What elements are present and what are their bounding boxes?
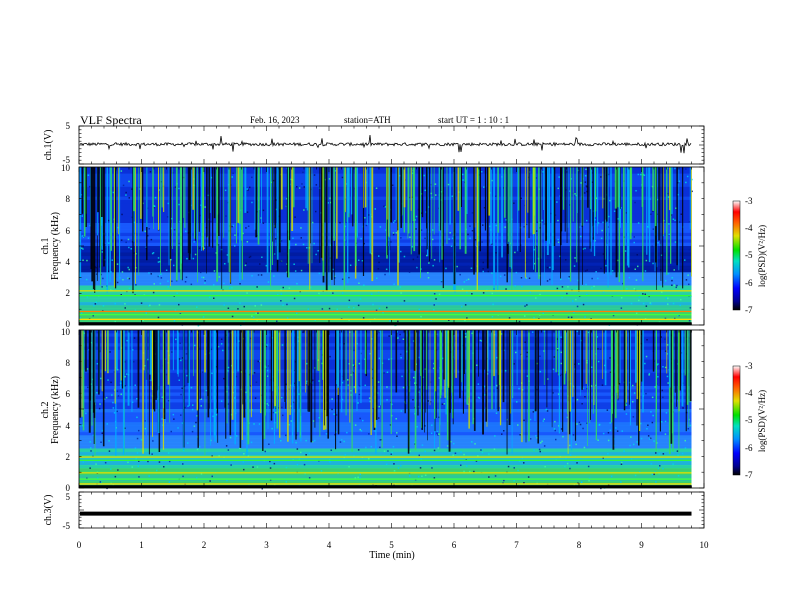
time-tick-label: 10 [700, 540, 710, 550]
ch2-freq-tick-0: 0 [66, 483, 71, 493]
ch2-freq-tick-4: 4 [66, 421, 71, 431]
ch1-colorbar-tick-m4: -4 [745, 223, 753, 233]
time-tick-label: 7 [514, 540, 519, 550]
ch2-freq-tick-8: 8 [66, 358, 71, 368]
ch2-channel-label: ch.2 [40, 402, 51, 419]
ch1-spectrogram-ticks [78, 166, 705, 326]
time-tick-label: 5 [389, 540, 394, 550]
ch1-spectrogram-image [79, 167, 693, 327]
ch1-waveform-ticks [78, 125, 705, 165]
ch1-colorbar-tick-m7: -7 [745, 305, 753, 315]
ch1-freq-tick-2: 2 [66, 288, 71, 298]
ch1-waveform-panel: 5 -5 ch.1(V) [43, 121, 705, 165]
ch1-ytick-top: 5 [66, 121, 71, 131]
ch2-colorbar-tick-m6: -6 [745, 443, 753, 453]
ch2-frequency-label: Frequency (kHz) [50, 376, 61, 444]
ch1-spectrogram-panel: 10 8 6 4 2 0 ch.1 Frequency (kHz) [40, 163, 705, 329]
ch2-colorbar-scale [732, 365, 741, 476]
ch3-ylabel: ch.3(V) [43, 495, 54, 526]
figure-title: VLF Spectra [80, 113, 142, 127]
ch2-colorbar-tick-m3: -3 [745, 361, 753, 371]
time-tick-label: 4 [327, 540, 332, 550]
ch3-waveform-ticks [78, 491, 705, 529]
ch1-colorbar-scale [732, 200, 741, 311]
ch2-spectrogram-panel: 10 8 6 4 2 0 ch.2 Frequency (kHz) [40, 327, 705, 493]
ch1-colorbar: -3 -4 -5 -6 -7 log(PSD)(V²/Hz) [732, 196, 767, 315]
date-label: Feb. 16, 2023 [250, 115, 300, 125]
time-axis-label: Time (min) [369, 550, 414, 561]
ch1-ytick-bottom: -5 [63, 155, 71, 165]
ch1-freq-tick-6: 6 [66, 226, 71, 236]
time-tick-labels: 0 1 2 3 4 5 6 7 8 9 10 [77, 540, 709, 550]
ch3-waveform-frame [78, 491, 705, 529]
ch3-ytick-bottom: -5 [63, 521, 71, 531]
time-tick-label: 9 [639, 540, 644, 550]
start-time-label: start UT = 1 : 10 : 1 [438, 115, 509, 125]
ch1-colorbar-tick-m3: -3 [745, 196, 753, 206]
ch2-colorbar-tick-m4: -4 [745, 388, 753, 398]
time-tick-label: 0 [77, 540, 82, 550]
ch1-freq-tick-8: 8 [66, 194, 71, 204]
ch1-freq-tick-4: 4 [66, 257, 71, 267]
time-tick-label: 1 [139, 540, 144, 550]
ch1-colorbar-label: log(PSD)(V²/Hz) [757, 225, 767, 287]
ch1-frequency-label: Frequency (kHz) [50, 212, 61, 280]
time-tick-label: 3 [264, 540, 269, 550]
ch1-channel-label: ch.1 [40, 238, 51, 255]
ch1-ylabel: ch.1(V) [43, 130, 54, 161]
time-tick-label: 8 [577, 540, 582, 550]
ch2-colorbar-label: log(PSD)(V²/Hz) [757, 390, 767, 452]
ch2-freq-tick-2: 2 [66, 452, 71, 462]
ch1-waveform-trace [80, 135, 692, 154]
ch2-spectrogram-image [79, 330, 692, 490]
ch1-colorbar-tick-m5: -5 [745, 250, 753, 260]
ch1-freq-tick-0: 0 [66, 319, 71, 329]
ch1-freq-tick-10: 10 [61, 163, 71, 173]
ch3-waveform-panel: 5 -5 ch.3(V) 0 1 2 3 4 5 6 7 8 9 10 Time (min) [43, 491, 709, 561]
time-tick-label: 6 [452, 540, 457, 550]
ch3-ytick-top: 5 [66, 492, 71, 502]
time-tick-label: 2 [202, 540, 207, 550]
ch1-colorbar-tick-m6: -6 [745, 278, 753, 288]
ch2-spectrogram-ticks [78, 329, 705, 489]
station-label: station=ATH [344, 115, 391, 125]
ch2-colorbar-tick-m7: -7 [745, 470, 753, 480]
ch2-colorbar-tick-m5: -5 [745, 415, 753, 425]
ch2-freq-tick-6: 6 [66, 389, 71, 399]
ch2-freq-tick-10: 10 [61, 327, 71, 337]
ch2-colorbar: -3 -4 -5 -6 -7 log(PSD)(V²/Hz) [732, 361, 767, 480]
